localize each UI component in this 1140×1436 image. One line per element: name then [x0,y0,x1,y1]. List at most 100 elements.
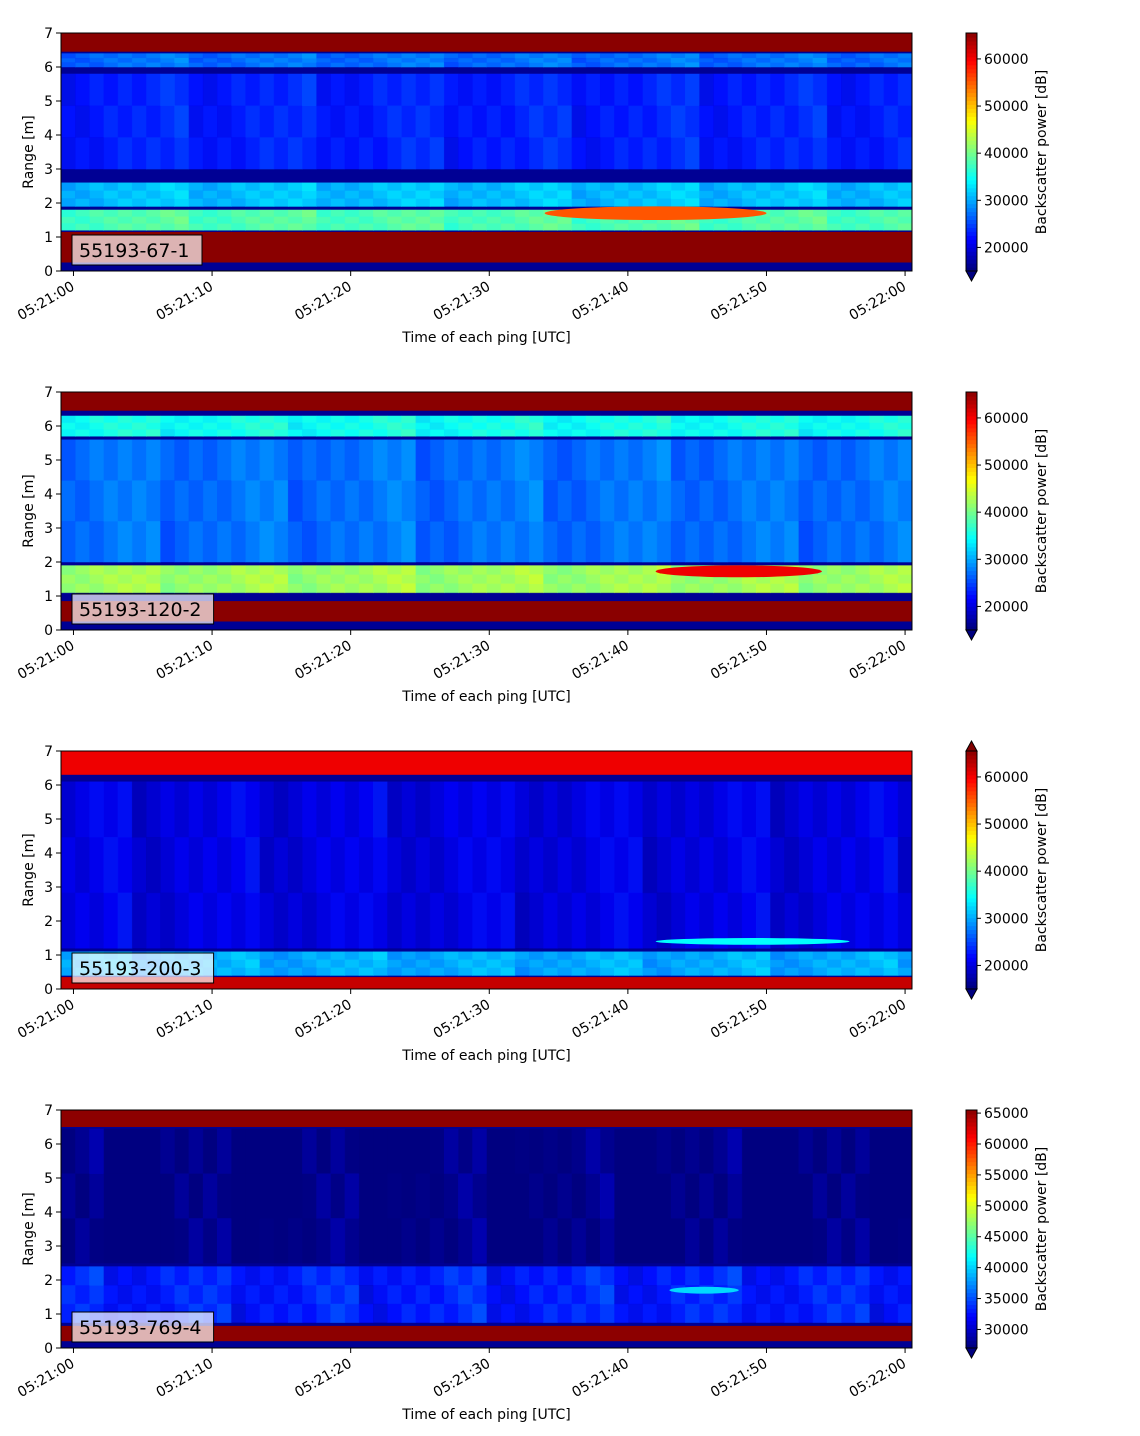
ping-cell [826,521,842,563]
ping-cell [727,967,743,976]
ping-cell [628,190,644,199]
ping-cell [287,223,303,231]
ping-cell [344,415,360,424]
ping-cell [61,216,76,224]
ping-cell [401,429,417,437]
ping-cell [826,837,842,894]
ping-cell [245,223,261,231]
ping-cell [401,521,417,563]
ping-cell [628,1303,644,1323]
ping-cell [131,182,147,192]
ping-cell [798,480,814,522]
ping-cell [670,223,686,231]
ping-cell [373,1266,388,1286]
colorbar-segment [966,945,977,950]
ping-cell [117,209,133,218]
ping-cell [217,1266,232,1286]
ping-cell [869,439,885,481]
ping-cell [217,521,232,563]
ping-cell [486,137,502,170]
ping-cell [188,182,204,192]
colorbar-tick-label: 65000 [984,1106,1029,1122]
colorbar-segment [966,64,977,70]
ping-cell [330,182,346,192]
ping-cell [217,198,232,207]
ping-cell [373,209,388,218]
ping-cell [727,223,743,231]
ping-cell [273,967,289,976]
ping-cell [387,583,402,594]
ping-cell [628,1128,644,1174]
ping-cell [387,521,402,563]
ping-cell [160,422,175,430]
ping-cell [670,1303,686,1323]
colorbar-segment [966,1284,977,1290]
ping-cell [841,1128,856,1174]
ping-cell [642,105,658,138]
y-tick-label: 5 [44,1171,53,1187]
y-tick-label: 2 [44,196,53,212]
colorbar-segment [966,806,977,812]
ping-cell [287,439,303,481]
ping-cell [855,1218,870,1264]
ping-cell [557,1285,573,1305]
ping-cell [188,1218,204,1264]
ping-cell [869,1285,885,1305]
ping-cell [543,216,558,224]
ping-cell [685,837,700,894]
ping-cell [358,137,374,170]
ping-cell [231,781,246,838]
ping-cell [245,892,261,949]
ping-cell [287,1303,303,1323]
ping-cell [302,57,317,63]
ping-cell [841,223,856,231]
ping-cell [146,422,161,430]
ping-cell [146,216,161,224]
colorbar-segment [966,1336,977,1341]
colorbar-segment [966,144,977,149]
ping-cell [75,137,90,170]
colorbar-segment [966,1153,977,1159]
ping-cell [401,105,417,138]
ping-cell [61,967,76,976]
ping-cell [699,574,714,585]
ping-cell [699,837,714,894]
ping-cell [231,574,246,585]
ping-cell [812,223,828,231]
ping-cell [75,565,90,575]
ping-cell [273,223,289,231]
ping-cell [146,53,161,59]
ping-cell [160,480,175,522]
colorbar-segment [966,60,977,66]
ping-cell [869,1128,885,1174]
ping-cell [202,53,218,59]
ping-cell [472,73,487,107]
ping-cell [103,480,119,522]
ping-cell [146,480,161,522]
ping-cell [415,583,431,594]
ping-cell [486,223,502,231]
ping-cell [245,574,261,585]
ping-cell [429,209,445,218]
ping-cell [500,223,516,231]
ping-cell [316,521,331,563]
ping-cell [727,182,743,192]
ping-cell [89,837,105,894]
ping-cell [472,1173,487,1219]
colorbar-segment [966,463,977,468]
ping-cell [415,892,431,949]
ping-cell [713,137,729,170]
ping-cell [770,429,785,437]
ping-cell [131,1285,147,1305]
ping-cell [202,216,218,224]
ping-cell [302,1266,317,1286]
ping-cell [869,892,885,949]
ping-cell [571,439,587,481]
colorbar-segment [966,937,977,942]
ping-cell [486,967,502,976]
ping-cell [373,967,388,976]
ping-cell [855,480,870,522]
ping-cell [883,105,899,138]
ping-cell [599,422,615,430]
